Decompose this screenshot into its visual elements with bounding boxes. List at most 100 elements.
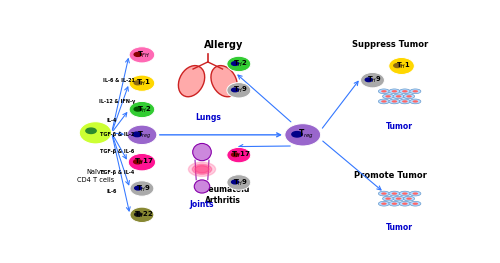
Ellipse shape <box>404 94 414 99</box>
Ellipse shape <box>410 89 421 94</box>
Text: Rheumatoid
Arthritis: Rheumatoid Arthritis <box>197 185 250 205</box>
Ellipse shape <box>227 175 250 190</box>
Text: T$_H$17: T$_H$17 <box>231 150 251 160</box>
Ellipse shape <box>389 99 400 104</box>
Text: TGF-β & IL-2: TGF-β & IL-2 <box>100 132 134 137</box>
Ellipse shape <box>412 100 418 103</box>
Ellipse shape <box>396 95 402 98</box>
Ellipse shape <box>393 94 404 99</box>
Ellipse shape <box>410 201 421 206</box>
Ellipse shape <box>378 201 390 206</box>
Text: IL-6 & IL-21: IL-6 & IL-21 <box>103 78 134 83</box>
Ellipse shape <box>129 102 154 118</box>
Ellipse shape <box>381 100 386 103</box>
Ellipse shape <box>378 99 390 104</box>
Ellipse shape <box>130 181 154 196</box>
Ellipse shape <box>194 180 210 193</box>
Circle shape <box>86 128 96 134</box>
Ellipse shape <box>381 192 386 195</box>
Ellipse shape <box>381 90 386 93</box>
Text: Allergy: Allergy <box>204 40 243 50</box>
Ellipse shape <box>389 89 400 94</box>
Ellipse shape <box>386 198 391 200</box>
Ellipse shape <box>393 196 404 201</box>
Text: T$_H$1: T$_H$1 <box>136 78 152 88</box>
Ellipse shape <box>130 207 154 222</box>
Text: T$_H$17: T$_H$17 <box>134 157 154 167</box>
Text: TGF-β & IL-4: TGF-β & IL-4 <box>100 170 134 175</box>
Text: T$_{reg}$: T$_{reg}$ <box>137 129 152 141</box>
Ellipse shape <box>227 147 250 163</box>
Ellipse shape <box>211 65 237 97</box>
Circle shape <box>195 166 209 173</box>
Text: TGF-β & IL-6: TGF-β & IL-6 <box>100 149 134 154</box>
Text: T$_H$22: T$_H$22 <box>134 210 154 220</box>
Ellipse shape <box>402 192 407 195</box>
Circle shape <box>365 78 372 82</box>
Ellipse shape <box>402 100 407 103</box>
Circle shape <box>232 153 238 156</box>
Ellipse shape <box>410 191 421 196</box>
Ellipse shape <box>400 89 410 94</box>
Text: IL-12 & IFN-γ: IL-12 & IFN-γ <box>98 99 135 104</box>
Text: T$_{reg}$: T$_{reg}$ <box>298 128 314 141</box>
Ellipse shape <box>389 201 400 206</box>
Text: T$_H$1: T$_H$1 <box>396 61 411 71</box>
Text: Tumor: Tumor <box>386 223 413 232</box>
Circle shape <box>232 88 238 92</box>
Text: Promote Tumor: Promote Tumor <box>354 171 426 180</box>
Ellipse shape <box>392 100 397 103</box>
Circle shape <box>394 64 401 68</box>
Circle shape <box>192 164 212 174</box>
Text: Lungs: Lungs <box>195 113 221 122</box>
Circle shape <box>232 180 238 184</box>
Ellipse shape <box>396 198 402 200</box>
Circle shape <box>134 186 141 190</box>
Ellipse shape <box>412 203 418 205</box>
Text: Joints: Joints <box>190 200 214 209</box>
Ellipse shape <box>381 203 386 205</box>
Circle shape <box>134 107 141 111</box>
Ellipse shape <box>410 99 421 104</box>
Ellipse shape <box>400 99 410 104</box>
Circle shape <box>134 160 141 164</box>
Circle shape <box>134 81 141 85</box>
Text: Suppress Tumor: Suppress Tumor <box>352 40 428 49</box>
Text: T$_{FH}$: T$_{FH}$ <box>138 50 150 60</box>
Ellipse shape <box>128 154 156 171</box>
Circle shape <box>188 162 216 176</box>
Text: T$_H$2: T$_H$2 <box>136 104 152 115</box>
Ellipse shape <box>392 90 397 93</box>
Ellipse shape <box>400 191 410 196</box>
Ellipse shape <box>412 90 418 93</box>
Ellipse shape <box>227 56 250 72</box>
Ellipse shape <box>392 192 397 195</box>
Circle shape <box>134 213 141 216</box>
Ellipse shape <box>192 143 212 161</box>
Text: IL-4: IL-4 <box>107 118 118 123</box>
Text: T$_H$9: T$_H$9 <box>367 75 382 85</box>
Ellipse shape <box>127 125 157 145</box>
Ellipse shape <box>79 122 112 144</box>
Ellipse shape <box>400 201 410 206</box>
Text: T$_H$2: T$_H$2 <box>234 59 248 69</box>
Text: Naïve
CD4 T cells: Naïve CD4 T cells <box>77 169 114 183</box>
Ellipse shape <box>406 95 412 98</box>
Text: T$_H$9: T$_H$9 <box>233 85 248 95</box>
Ellipse shape <box>389 191 400 196</box>
Circle shape <box>133 132 141 136</box>
Text: Tumor: Tumor <box>386 122 413 131</box>
Ellipse shape <box>382 94 394 99</box>
Ellipse shape <box>360 73 384 88</box>
Circle shape <box>292 132 302 137</box>
Text: IL-6: IL-6 <box>107 189 118 194</box>
Ellipse shape <box>406 198 412 200</box>
Ellipse shape <box>402 203 407 205</box>
Ellipse shape <box>178 65 204 97</box>
Ellipse shape <box>392 203 397 205</box>
Ellipse shape <box>382 196 394 201</box>
Ellipse shape <box>129 47 154 63</box>
Ellipse shape <box>378 89 390 94</box>
Circle shape <box>232 62 238 65</box>
Text: T$_H$9: T$_H$9 <box>233 177 248 188</box>
